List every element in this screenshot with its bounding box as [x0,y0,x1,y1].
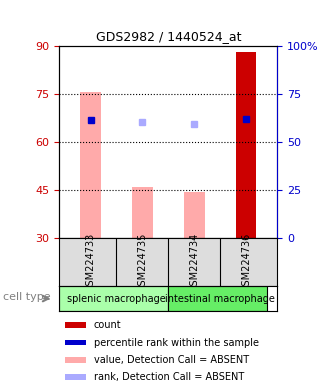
Bar [65,323,86,328]
Bar [59,286,168,311]
Bar [80,93,101,238]
Text: count: count [94,320,121,330]
Text: value, Detection Call = ABSENT: value, Detection Call = ABSENT [94,355,249,365]
Bar [184,192,205,238]
Title: GDS2982 / 1440524_at: GDS2982 / 1440524_at [96,30,241,43]
Bar [65,340,86,345]
Text: splenic macrophage: splenic macrophage [67,293,166,304]
Bar [168,286,267,311]
Text: intestinal macrophage: intestinal macrophage [165,293,275,304]
Text: GSM224733: GSM224733 [85,232,95,292]
Text: GSM224736: GSM224736 [241,232,251,292]
Bar [236,53,256,238]
Text: cell type: cell type [3,292,51,302]
Bar [65,357,86,362]
Bar [65,374,86,380]
Text: GSM224735: GSM224735 [137,232,148,292]
Text: percentile rank within the sample: percentile rank within the sample [94,338,259,348]
Text: GSM224734: GSM224734 [189,232,199,292]
Text: rank, Detection Call = ABSENT: rank, Detection Call = ABSENT [94,372,244,382]
Bar [132,187,153,238]
